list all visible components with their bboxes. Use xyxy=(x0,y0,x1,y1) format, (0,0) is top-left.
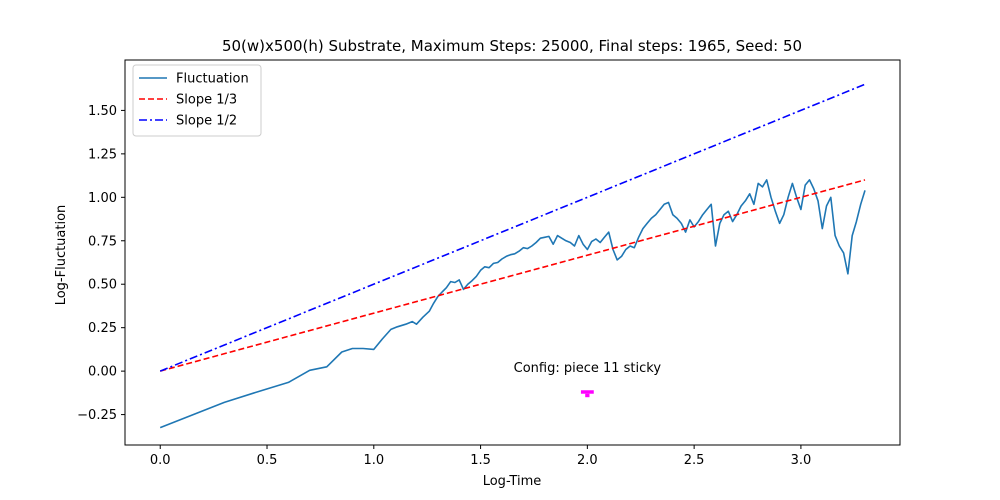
x-axis: 0.0 0.5 1.0 1.5 2.0 2.5 3.0 xyxy=(150,445,811,468)
y-tick-label: 0.75 xyxy=(88,234,117,249)
x-tick-label: 1.5 xyxy=(470,453,491,468)
legend-label-slope-1-2: Slope 1/2 xyxy=(176,114,237,129)
x-tick-label: 0.0 xyxy=(150,453,171,468)
x-tick-label: 3.0 xyxy=(791,453,812,468)
y-axis-label: Log-Fluctuation xyxy=(54,205,69,306)
piece-stem xyxy=(585,393,590,398)
plot-frame xyxy=(124,59,901,446)
y-tick-label: 0.00 xyxy=(88,365,117,380)
sticky-piece-shape xyxy=(580,390,594,398)
x-axis-label: Log-Time xyxy=(483,474,542,489)
y-tick-label: −0.25 xyxy=(77,408,117,423)
config-label: Config: piece 11 sticky xyxy=(514,361,662,376)
y-tick-label: 1.00 xyxy=(88,191,117,206)
x-tick-label: 2.5 xyxy=(684,453,705,468)
y-tick-label: 0.50 xyxy=(88,278,117,293)
series-line-slope-1-2 xyxy=(159,83,866,372)
x-tick-label: 2.0 xyxy=(577,453,598,468)
y-axis: −0.25 0.00 0.25 0.50 0.75 1.00 1.25 1.50 xyxy=(77,104,125,423)
legend-label-slope-1-3: Slope 1/3 xyxy=(176,93,237,108)
config-annotation: Config: piece 11 sticky xyxy=(514,361,662,398)
legend-box xyxy=(132,64,262,137)
y-tick-label: 1.50 xyxy=(88,104,117,119)
piece-top-bar xyxy=(580,390,594,394)
x-tick-label: 1.0 xyxy=(363,453,384,468)
x-tick-label: 0.5 xyxy=(257,453,278,468)
legend-label-fluctuation: Fluctuation xyxy=(176,72,249,87)
series-line-slope-1-3 xyxy=(159,179,866,372)
plot-area xyxy=(159,83,866,429)
y-tick-label: 1.25 xyxy=(88,147,117,162)
legend: Fluctuation Slope 1/3 Slope 1/2 xyxy=(132,64,262,137)
series-line-fluctuation xyxy=(159,179,866,429)
chart-title: 50(w)x500(h) Substrate, Maximum Steps: 2… xyxy=(222,37,802,55)
y-tick-label: 0.25 xyxy=(88,321,117,336)
